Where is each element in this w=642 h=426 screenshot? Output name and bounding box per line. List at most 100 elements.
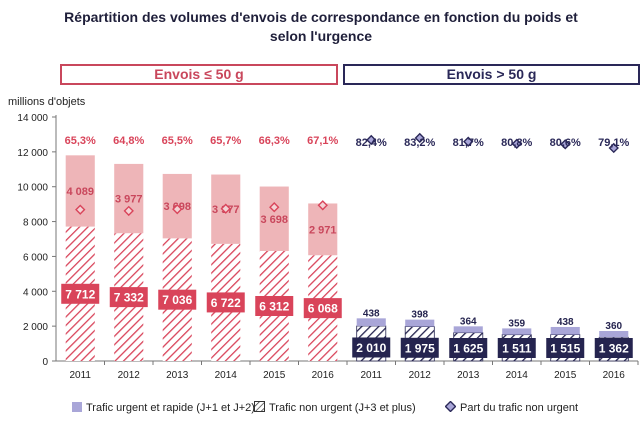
bar-urgent-heavy-2014 — [502, 328, 532, 335]
nonurgent-value-box — [158, 289, 197, 310]
legend-item-nonurgent: Trafic non urgent (J+3 et plus) — [254, 401, 416, 415]
share-value-label: 65,3% — [65, 135, 96, 147]
share-marker-light-2012 — [123, 205, 134, 217]
nonurgent-value-label: 1 362 — [599, 342, 629, 356]
y-tick-label: 14 000 — [17, 113, 48, 124]
chart-title-line2: selon l'urgence — [269, 28, 373, 44]
nonurgent-value-label: 1 515 — [550, 342, 580, 356]
legend-swatch-nonurgent — [254, 401, 265, 412]
share-marker-light-2013 — [172, 203, 183, 215]
share-marker-light-2014 — [220, 203, 231, 214]
nonurgent-value-label: 7 332 — [114, 291, 144, 305]
share-marker-light-2016 — [317, 200, 328, 211]
nonurgent-value-label: 1 511 — [502, 342, 532, 356]
urgent-value-label: 438 — [557, 317, 574, 328]
x-tick-label: 2015 — [554, 370, 577, 381]
x-tick-label: 2012 — [118, 370, 141, 381]
nonurgent-value-box — [449, 338, 488, 358]
share-value-label: 79,1% — [598, 137, 629, 149]
share-value-label: 83,2% — [404, 137, 435, 149]
nonurgent-value-label: 2 010 — [356, 341, 386, 355]
nonurgent-value-box — [400, 337, 439, 358]
y-tick-label: 8 000 — [23, 218, 48, 229]
nonurgent-value-box — [546, 338, 585, 358]
x-tick-label: 2014 — [506, 370, 529, 381]
x-tick-label: 2012 — [409, 370, 432, 381]
y-tick-label: 2 000 — [23, 322, 48, 333]
x-tick-label: 2016 — [603, 370, 626, 381]
share-marker-heavy-2011 — [366, 134, 377, 146]
nonurgent-value-box — [303, 298, 342, 319]
chart-title-line1: Répartition des volumes d'envois de corr… — [64, 9, 578, 25]
legend-item-share: Part du trafic non urgent — [444, 400, 579, 415]
legend-label-nonurgent: Trafic non urgent (J+3 et plus) — [269, 402, 416, 414]
bar-urgent-heavy-2016 — [599, 330, 629, 338]
bar-urgent-heavy-2013 — [453, 326, 483, 333]
bar-urgent-heavy-2011 — [356, 318, 386, 326]
share-marker-heavy-2014 — [511, 138, 522, 150]
bar-urgent-heavy-2015 — [550, 326, 580, 335]
urgent-value-label: 4 089 — [66, 186, 94, 198]
nonurgent-value-box — [61, 283, 100, 304]
share-value-label: 64,8% — [113, 135, 144, 147]
y-tick-label: 6 000 — [23, 252, 48, 263]
share-value-label: 80,6% — [550, 137, 581, 149]
urgent-value-label: 359 — [508, 318, 525, 329]
x-tick-label: 2016 — [312, 370, 335, 381]
urgent-value-label: 2 971 — [309, 224, 337, 236]
share-marker-light-2015 — [269, 202, 280, 213]
urgent-value-label: 438 — [363, 308, 380, 319]
share-value-label: 65,7% — [210, 135, 241, 147]
urgent-value-label: 364 — [460, 316, 477, 327]
nonurgent-value-box — [594, 338, 633, 358]
group-header-light: Envois ≤ 50 g — [60, 64, 338, 85]
share-value-label: 81,7% — [453, 137, 484, 149]
nonurgent-value-label: 6 068 — [308, 302, 338, 316]
share-value-label: 65,5% — [162, 135, 193, 147]
nonurgent-value-label: 1 625 — [453, 342, 483, 356]
legend-marker-share — [444, 400, 457, 413]
legend-swatch-urgent — [72, 402, 82, 412]
urgent-value-label: 3 977 — [115, 194, 143, 206]
nonurgent-value-box — [352, 337, 391, 358]
nonurgent-value-box — [497, 338, 536, 358]
x-tick-label: 2013 — [166, 370, 189, 381]
nonurgent-value-label: 1 975 — [405, 341, 435, 355]
share-marker-heavy-2012 — [414, 132, 425, 144]
urgent-value-label: 3 698 — [260, 214, 288, 226]
share-marker-heavy-2016 — [608, 142, 619, 154]
nonurgent-value-label: 7 036 — [162, 293, 192, 307]
nonurgent-value-box — [206, 292, 245, 313]
y-axis-unit-label: millions d'objets — [8, 96, 86, 108]
group-header-heavy: Envois > 50 g — [343, 64, 640, 85]
bar-urgent-light-2015 — [259, 186, 289, 251]
bar-urgent-light-2012 — [114, 163, 144, 234]
x-tick-label: 2011 — [360, 370, 382, 381]
bar-urgent-light-2016 — [308, 203, 338, 256]
nonurgent-value-box — [255, 295, 294, 316]
bar-urgent-heavy-2012 — [405, 319, 435, 327]
x-tick-label: 2015 — [263, 370, 286, 381]
share-value-label: 82,4% — [356, 137, 387, 149]
share-marker-light-2011 — [75, 204, 86, 215]
y-tick-label: 12 000 — [17, 148, 48, 159]
x-tick-label: 2013 — [457, 370, 480, 381]
nonurgent-value-label: 6 722 — [211, 296, 241, 310]
urgent-value-label: 398 — [411, 310, 428, 321]
share-value-label: 66,3% — [259, 135, 290, 147]
share-value-label: 67,1% — [307, 135, 338, 147]
nonurgent-value-label: 6 312 — [259, 299, 289, 313]
nonurgent-value-box — [109, 287, 148, 308]
y-tick-label: 4 000 — [23, 287, 48, 298]
y-tick-label: 0 — [42, 357, 48, 368]
legend-label-share: Part du trafic non urgent — [460, 402, 579, 414]
share-value-label: 80,8% — [501, 137, 532, 149]
urgent-value-label: 360 — [605, 321, 622, 332]
share-marker-heavy-2015 — [560, 139, 571, 150]
x-tick-label: 2014 — [215, 370, 238, 381]
legend-label-urgent: Trafic urgent et rapide (J+1 et J+2) — [86, 402, 255, 414]
share-marker-heavy-2013 — [463, 136, 474, 147]
nonurgent-value-label: 7 712 — [65, 287, 95, 301]
legend-item-urgent: Trafic urgent et rapide (J+1 et J+2) — [72, 401, 255, 415]
